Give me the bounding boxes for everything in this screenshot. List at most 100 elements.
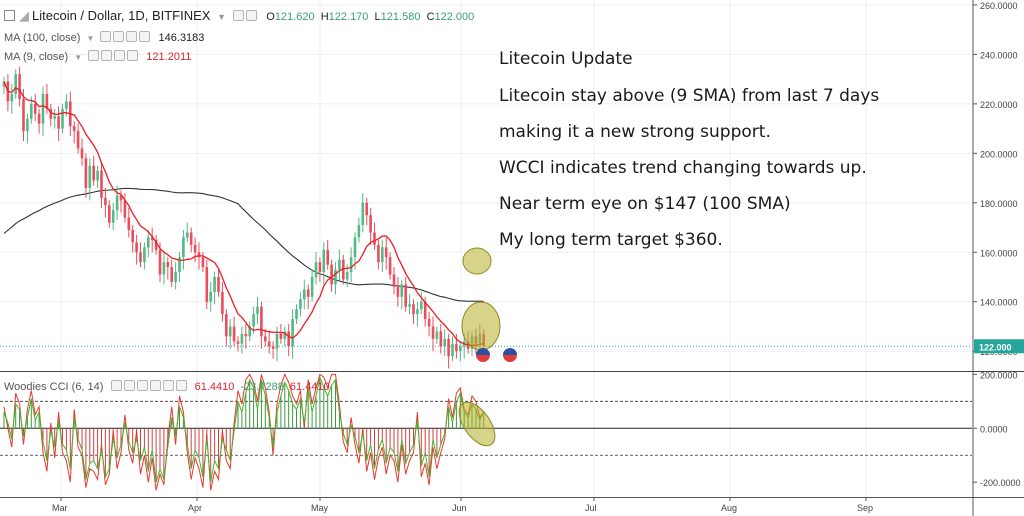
event-markers[interactable]	[476, 348, 517, 362]
candle-body	[252, 314, 255, 327]
ma9-buttons[interactable]	[88, 50, 140, 63]
x-tick-label: Jul	[585, 503, 597, 513]
candle-body	[338, 259, 341, 270]
note-line-4: WCCI indicates trend changing towards up…	[499, 158, 867, 178]
ma100-value: 146.3183	[158, 32, 205, 44]
cci-buttons[interactable]	[110, 380, 189, 393]
candle-body	[119, 195, 123, 201]
candle-body	[221, 291, 224, 315]
candle-body	[30, 103, 33, 119]
candles-layer	[2, 66, 485, 369]
candle-body	[392, 274, 396, 287]
candle-body	[299, 299, 302, 310]
open-label: O	[266, 11, 275, 23]
cci-layer	[0, 373, 972, 491]
symbol-buttons[interactable]	[232, 8, 259, 23]
candle-body	[201, 257, 205, 268]
high-value: 122.170	[328, 11, 369, 23]
candle-body	[61, 108, 64, 129]
candle-body	[357, 225, 361, 238]
candle-body	[443, 338, 446, 347]
candle-body	[427, 319, 431, 327]
symbol-title[interactable]: Litecoin / Dollar, 1D, BITFINEX	[32, 8, 211, 23]
candle-body	[143, 247, 146, 263]
candle-body	[388, 257, 392, 275]
flag-icon[interactable]	[502, 348, 517, 362]
collapse-icon[interactable]	[4, 10, 15, 21]
candle-body	[416, 309, 419, 315]
y-tick-label: 160.0000	[980, 248, 1018, 258]
candle-body	[400, 284, 404, 297]
high-label: H	[320, 11, 329, 23]
candle-body	[174, 272, 177, 282]
candle-body	[228, 326, 232, 337]
series-icon: ◢	[19, 8, 29, 23]
x-tick-label: May	[311, 503, 329, 513]
candle-body	[451, 343, 454, 357]
candle-body	[306, 289, 310, 297]
candle-body	[115, 195, 119, 211]
ma9-dropdown-icon[interactable]: ▼	[74, 53, 83, 62]
candle-body	[287, 331, 290, 347]
candle-body	[57, 116, 60, 129]
y-tick-label: 200.0000	[980, 149, 1018, 159]
ma9-layer	[3, 81, 484, 347]
candle-body	[267, 341, 271, 347]
candle-body	[295, 309, 298, 320]
candle-body	[26, 118, 29, 132]
candle-body	[33, 103, 37, 114]
flag-icon[interactable]	[476, 348, 490, 362]
turbo-cci-line	[3, 373, 485, 491]
candle-body	[326, 249, 329, 265]
candle-body	[303, 289, 306, 300]
note-line-3: making it a new strong support.	[499, 122, 771, 142]
candle-body	[41, 93, 45, 124]
candle-body	[53, 116, 56, 119]
candle-body	[96, 170, 99, 181]
candle-body	[104, 197, 107, 206]
highlight-ma100	[462, 247, 492, 275]
candle-body	[22, 98, 25, 132]
candle-body	[166, 262, 170, 268]
ma100-dropdown-icon[interactable]: ▼	[86, 34, 95, 43]
candle-body	[150, 237, 154, 240]
x-tick-label: Mar	[52, 503, 68, 513]
candle-body	[447, 338, 450, 357]
ma100-buttons[interactable]	[100, 31, 152, 44]
ma9-legend[interactable]: MA (9, close) ▼ 121.2011	[4, 50, 191, 63]
candle-body	[72, 126, 76, 132]
candle-body	[45, 93, 49, 109]
candle-body	[162, 262, 166, 275]
ma9-label: MA (9, close)	[4, 51, 69, 63]
candle-body	[334, 269, 337, 285]
candle-body	[131, 230, 134, 243]
candle-body	[213, 277, 216, 292]
cci-value-2: -23.7288	[240, 381, 284, 393]
chart-legend: ◢ Litecoin / Dollar, 1D, BITFINEX ▼ O121.…	[4, 8, 474, 24]
gear-icon	[245, 10, 257, 21]
candle-body	[310, 277, 314, 297]
candle-body	[408, 304, 411, 307]
last-price-label: 122.000	[979, 342, 1012, 352]
candle-body	[361, 202, 365, 226]
candle-body	[170, 267, 173, 282]
candle-body	[80, 148, 84, 159]
highlight-layer	[458, 247, 501, 447]
candle-body	[373, 232, 376, 245]
candle-body	[178, 257, 181, 273]
candle-body	[404, 284, 407, 307]
candle-body	[84, 158, 88, 188]
candle-body	[158, 249, 162, 275]
candle-body	[108, 205, 111, 223]
candle-body	[439, 331, 443, 347]
cci-line	[3, 375, 485, 483]
cci-label: Woodies CCI (6, 14)	[4, 381, 104, 393]
y-tick-label: 140.0000	[980, 298, 1018, 308]
candle-body	[322, 249, 326, 273]
ma100-legend[interactable]: MA (100, close) ▼ 146.3183	[4, 31, 204, 44]
symbol-dropdown-icon[interactable]: ▼	[217, 12, 226, 22]
ma100-label: MA (100, close)	[4, 32, 81, 44]
cci-legend[interactable]: Woodies CCI (6, 14) 61.4410 -23.7288 61.…	[4, 380, 330, 393]
